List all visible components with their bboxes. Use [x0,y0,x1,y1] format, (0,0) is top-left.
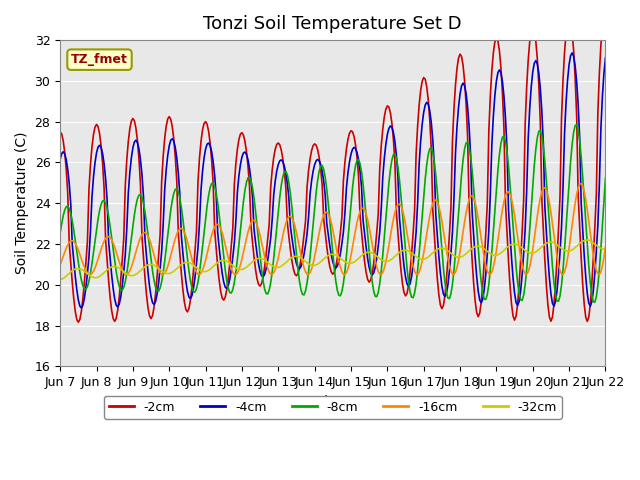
-4cm [399,249,406,254]
-8cm [56,230,64,236]
Line: -2cm: -2cm [60,10,605,322]
-2cm [602,7,609,12]
-16cm [56,262,64,268]
-4cm [536,85,544,91]
Line: -8cm: -8cm [60,125,605,302]
-2cm [387,110,394,116]
-32cm [158,268,166,274]
-16cm [387,234,394,240]
Title: Tonzi Soil Temperature Set D: Tonzi Soil Temperature Set D [204,15,462,33]
Y-axis label: Soil Temperature (C): Soil Temperature (C) [15,132,29,275]
-16cm [72,240,79,246]
-32cm [367,250,374,255]
-16cm [536,195,544,201]
X-axis label: Time: Time [316,395,350,408]
-16cm [399,207,406,213]
-16cm [86,272,94,277]
-8cm [573,122,580,128]
-8cm [72,238,79,243]
-16cm [602,244,609,250]
Line: -16cm: -16cm [60,184,605,275]
-32cm [56,277,64,283]
-8cm [385,181,393,187]
-16cm [577,181,585,187]
-2cm [369,271,376,277]
-32cm [602,246,609,252]
-2cm [159,154,167,159]
-4cm [602,55,609,60]
-2cm [56,129,64,135]
-2cm [72,309,79,314]
Line: -4cm: -4cm [60,53,605,308]
Legend: -2cm, -4cm, -8cm, -16cm, -32cm: -2cm, -4cm, -8cm, -16cm, -32cm [104,396,562,419]
-4cm [72,274,79,279]
-32cm [535,247,543,252]
-4cm [159,222,167,228]
-16cm [159,272,167,277]
-4cm [77,305,85,311]
-8cm [535,129,543,134]
-16cm [369,241,376,247]
-8cm [602,175,609,181]
-2cm [536,119,544,125]
-8cm [591,300,598,305]
-4cm [56,156,64,162]
-4cm [568,50,576,56]
-8cm [397,193,404,199]
Text: TZ_fmet: TZ_fmet [71,53,128,66]
-2cm [399,281,406,287]
-4cm [387,123,394,129]
-32cm [72,266,79,272]
-8cm [158,279,166,285]
-32cm [385,258,393,264]
-2cm [74,319,82,325]
-32cm [397,249,404,254]
-4cm [369,272,376,278]
-8cm [367,265,374,271]
Line: -32cm: -32cm [60,240,605,280]
-32cm [584,237,591,243]
